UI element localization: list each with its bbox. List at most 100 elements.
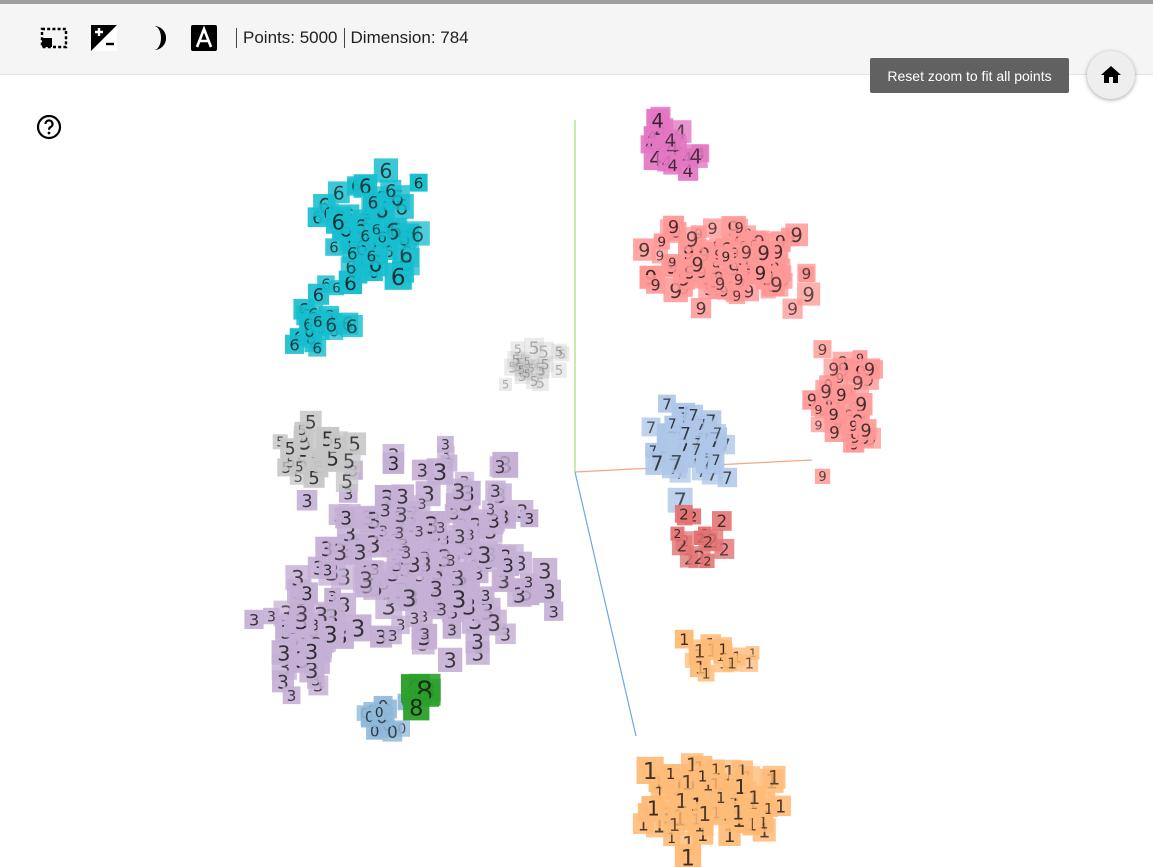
point-digit-3[interactable]: 3 [532, 557, 558, 583]
point-digit-5[interactable]: 5 [514, 363, 529, 377]
point-digit-9[interactable]: 9 [686, 252, 709, 277]
point-digit-5[interactable]: 5 [329, 435, 346, 454]
point-digit-3[interactable]: 3 [482, 500, 500, 519]
point-digit-9[interactable]: 9 [811, 401, 826, 418]
point-digit-3[interactable]: 3 [344, 614, 372, 643]
point-digit-7[interactable]: 7 [658, 394, 676, 414]
point-digit-3[interactable]: 3 [507, 582, 532, 608]
point-digit-6[interactable]: 6 [367, 220, 385, 239]
point-digit-1[interactable]: 1 [743, 785, 766, 809]
point-digit-5[interactable]: 5 [514, 368, 531, 385]
point-digit-9[interactable]: 9 [814, 468, 831, 486]
point-digit-9[interactable]: 9 [855, 419, 877, 441]
labels-icon[interactable] [189, 23, 219, 53]
point-digit-4[interactable]: 4 [663, 155, 683, 176]
point-digit-6[interactable]: 6 [327, 181, 350, 204]
point-digit-3[interactable]: 3 [405, 608, 424, 628]
point-digit-2[interactable]: 2 [670, 526, 685, 542]
point-digit-5[interactable]: 5 [520, 355, 534, 368]
point-digit-3[interactable]: 3 [410, 522, 428, 541]
point-digit-7[interactable]: 7 [707, 451, 725, 469]
point-digit-3[interactable]: 3 [396, 542, 416, 562]
point-digit-9[interactable]: 9 [797, 282, 821, 307]
point-digit-3[interactable]: 3 [347, 539, 373, 565]
point-digit-3[interactable]: 3 [520, 509, 539, 528]
point-digit-9[interactable]: 9 [824, 422, 845, 443]
point-digit-5[interactable]: 5 [511, 354, 529, 373]
point-digit-3[interactable]: 3 [335, 506, 357, 530]
point-digit-3[interactable]: 3 [299, 638, 324, 664]
point-digit-3[interactable]: 3 [476, 586, 495, 605]
point-digit-9[interactable]: 9 [782, 298, 803, 321]
point-digit-9[interactable]: 9 [764, 272, 789, 297]
point-digit-7[interactable]: 7 [708, 424, 727, 442]
point-digit-2[interactable]: 2 [674, 504, 693, 524]
point-digit-9[interactable]: 9 [752, 241, 776, 265]
point-digit-1[interactable]: 1 [697, 664, 715, 683]
point-digit-9[interactable]: 9 [651, 247, 668, 265]
point-digit-5[interactable]: 5 [527, 358, 540, 371]
help-icon[interactable] [36, 114, 62, 140]
point-digit-5[interactable]: 5 [554, 346, 570, 362]
point-digit-5[interactable]: 5 [551, 343, 567, 361]
point-digit-1[interactable]: 1 [740, 654, 759, 673]
point-digit-3[interactable]: 3 [282, 686, 301, 705]
point-digit-5[interactable]: 5 [512, 360, 525, 374]
point-digit-5[interactable]: 5 [524, 362, 538, 376]
point-digit-1[interactable]: 1 [674, 629, 694, 649]
night-mode-icon[interactable] [89, 23, 119, 53]
point-digit-5[interactable]: 5 [534, 364, 549, 379]
point-digit-6[interactable]: 6 [342, 243, 363, 263]
point-digit-5[interactable]: 5 [504, 358, 522, 377]
point-digit-9[interactable]: 9 [824, 404, 844, 425]
point-digit-7[interactable]: 7 [641, 417, 661, 438]
point-digit-3[interactable]: 3 [383, 626, 402, 645]
point-digit-3[interactable]: 3 [423, 576, 449, 602]
point-digit-9[interactable]: 9 [728, 287, 745, 305]
point-digit-9[interactable]: 9 [730, 218, 748, 237]
point-digit-5[interactable]: 5 [532, 374, 549, 392]
point-digit-9[interactable]: 9 [690, 298, 712, 320]
point-digit-1[interactable]: 1 [664, 813, 686, 836]
point-digit-0[interactable]: 0 [371, 703, 388, 721]
point-digit-3[interactable]: 3 [489, 456, 511, 478]
point-digit-3[interactable]: 3 [296, 490, 318, 512]
point-digit-3[interactable]: 3 [263, 607, 280, 626]
point-digit-5[interactable]: 5 [335, 469, 359, 493]
point-digit-6[interactable]: 6 [308, 338, 327, 358]
point-digit-3[interactable]: 3 [391, 484, 415, 508]
point-digit-6[interactable]: 6 [363, 192, 383, 213]
point-digit-9[interactable]: 9 [717, 248, 734, 266]
point-digit-7[interactable]: 7 [675, 423, 696, 444]
point-digit-1[interactable]: 1 [688, 639, 711, 663]
point-digit-9[interactable]: 9 [710, 274, 730, 294]
point-digit-3[interactable]: 3 [426, 458, 454, 486]
point-digit-6[interactable]: 6 [308, 283, 330, 306]
point-digit-9[interactable]: 9 [815, 380, 837, 403]
point-digit-3[interactable]: 3 [465, 629, 490, 654]
point-digit-5[interactable]: 5 [510, 341, 526, 356]
point-digit-4[interactable]: 4 [659, 129, 681, 152]
point-digit-3[interactable]: 3 [395, 584, 423, 612]
point-digit-6[interactable]: 6 [380, 179, 402, 202]
point-digit-7[interactable]: 7 [684, 404, 704, 425]
point-digit-5[interactable]: 5 [530, 358, 550, 379]
point-digit-7[interactable]: 7 [645, 451, 670, 476]
point-digit-2[interactable]: 2 [698, 531, 718, 552]
point-digit-1[interactable]: 1 [693, 801, 717, 826]
point-digit-9[interactable]: 9 [813, 340, 832, 359]
point-digit-1[interactable]: 1 [661, 764, 680, 783]
point-digit-1[interactable]: 1 [723, 653, 742, 673]
point-digit-3[interactable]: 3 [244, 609, 264, 630]
point-digit-4[interactable]: 4 [646, 108, 670, 133]
point-digit-3[interactable]: 3 [382, 452, 405, 475]
point-digit-5[interactable]: 5 [519, 361, 534, 376]
point-digit-3[interactable]: 3 [438, 647, 463, 673]
point-digit-6[interactable]: 6 [373, 158, 398, 183]
point-digit-2[interactable]: 2 [700, 553, 715, 569]
point-digit-3[interactable]: 3 [441, 550, 461, 570]
point-digit-9[interactable]: 9 [797, 263, 816, 283]
point-digit-9[interactable]: 9 [735, 241, 757, 264]
